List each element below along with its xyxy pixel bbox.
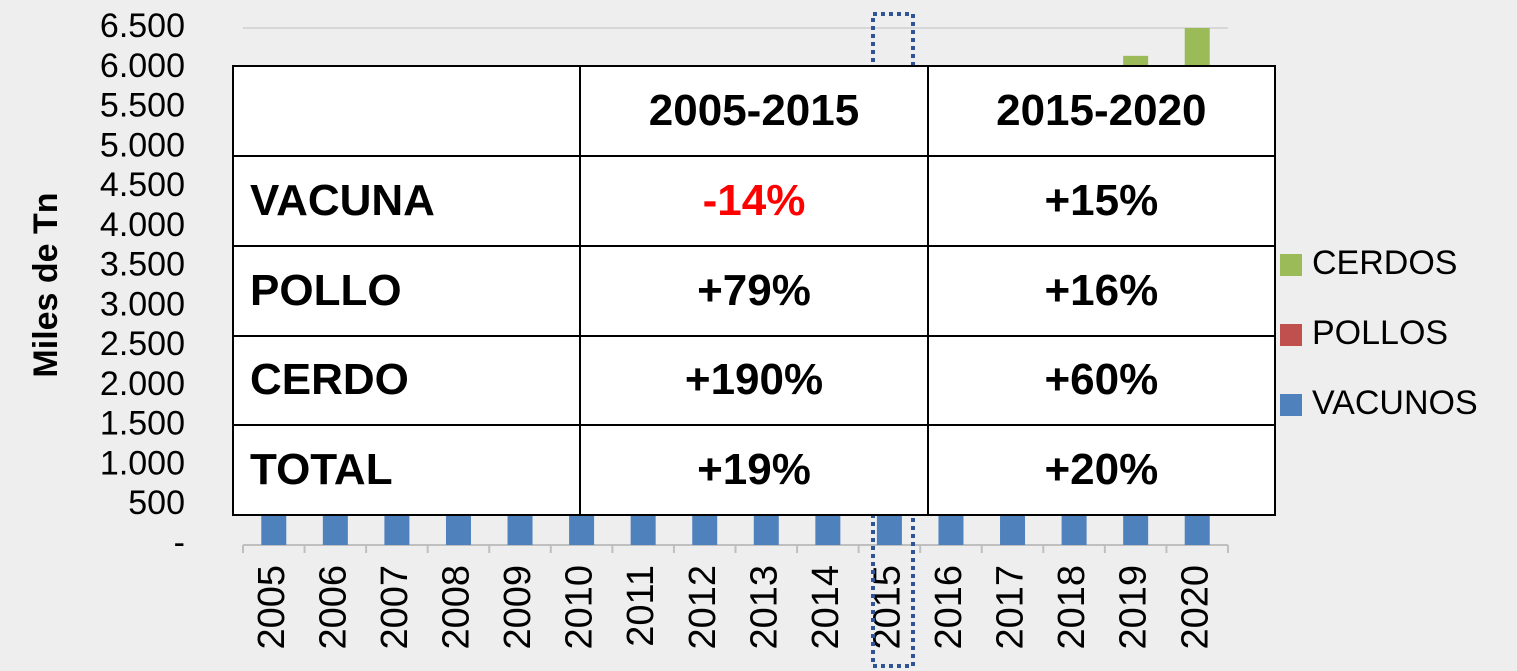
y-tick-label: 6.000 [100,47,185,85]
x-tick-label: 2012 [682,565,724,650]
y-tick-label: 500 [128,484,185,522]
y-tick-label: 2.500 [100,325,185,363]
table-row: VACUNA -14% +15% [231,155,1277,247]
legend-swatch [1280,394,1302,416]
table-cell: 2015-2020 [926,65,1277,157]
x-tick-label: 2007 [374,565,416,650]
x-tick-label: 2015 [866,565,908,650]
x-tick-label: 2006 [312,565,354,650]
table-cell [231,65,582,157]
table-row: CERDO +190% +60% [231,334,1277,427]
y-tick-label: 4.000 [100,206,185,244]
y-tick-label: 3.500 [100,246,185,284]
table-cell: 2005-2015 [579,65,929,157]
table-header: 2005-2015 2015-2020 [231,65,1277,157]
x-tick-label: 2009 [497,565,539,650]
x-tick-label: 2016 [928,565,970,650]
x-tick-label: 2020 [1174,565,1216,650]
x-tick-label: 2018 [1051,565,1093,650]
y-tick-label: 1.000 [100,444,185,482]
y-tick-label: 3.000 [100,285,185,323]
y-tick-label: - [174,524,185,562]
x-tick-label: 2010 [559,565,601,650]
y-tick-label: 6.500 [100,7,185,45]
y-tick-label: 1.500 [100,405,185,443]
table-cell: CERDO [231,334,582,427]
growth-table: 2005-2015 2015-2020 VACUNA -14% +15% POLLO +79… [231,65,1277,516]
legend-label: CERDOS [1312,244,1457,282]
table-cell: TOTAL [231,424,582,516]
table-cell: VACUNA [231,155,582,247]
table-cell: +190% [579,334,929,427]
y-tick-label: 2.000 [100,365,185,403]
x-tick-label: 2011 [620,565,662,647]
table-cell: +20% [926,424,1277,516]
legend-label: POLLOS [1312,314,1448,352]
legend-label: VACUNOS [1312,384,1478,422]
table-row: POLLO +79% +16% [231,244,1277,337]
table-cell: +16% [926,244,1277,337]
table-cell: +15% [926,155,1277,247]
x-tick-label: 2008 [436,565,478,650]
y-axis-label: Miles de Tn [27,192,65,377]
table-cell: POLLO [231,244,582,337]
table-cell: +19% [579,424,929,516]
x-tick-label: 2017 [990,565,1032,650]
y-tick-label: 5.000 [100,126,185,164]
table-cell: +79% [579,244,929,337]
y-tick-label: 5.500 [100,87,185,125]
legend-swatch [1280,254,1302,276]
table-cell: +60% [926,334,1277,427]
table-row: TOTAL +19% +20% [231,424,1277,516]
x-tick-label: 2013 [743,565,785,650]
x-tick-label: 2019 [1113,565,1155,650]
x-tick-label: 2005 [251,565,293,650]
x-tick-label: 2014 [805,565,847,650]
legend-swatch [1280,324,1302,346]
y-tick-label: 4.500 [100,166,185,204]
table-cell: -14% [579,155,929,247]
